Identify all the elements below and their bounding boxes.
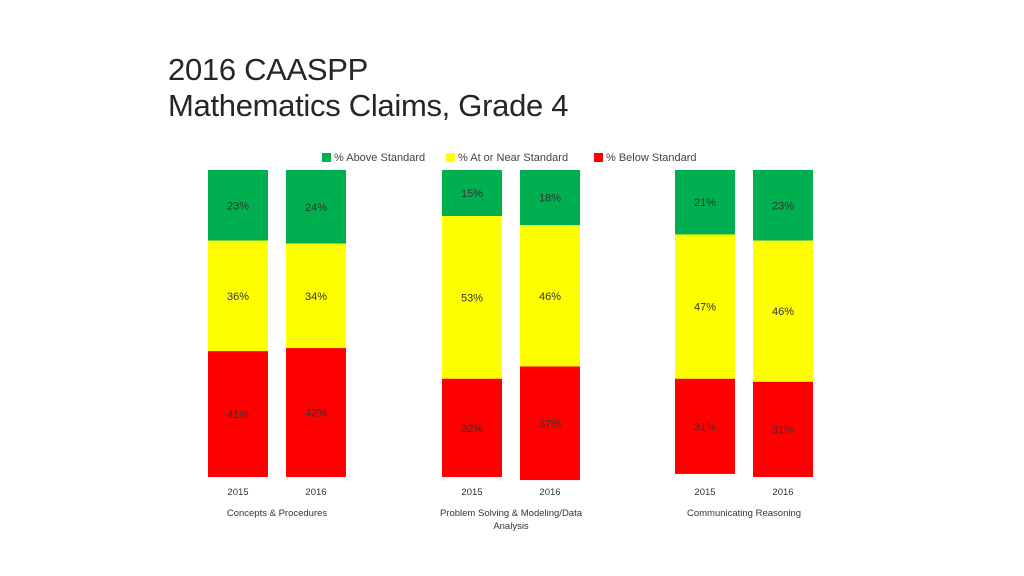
x-tick-label: 2015: [227, 487, 248, 498]
bar-segment-below: [442, 378, 502, 477]
data-label-above: 24%: [305, 202, 327, 214]
page-title: 2016 CAASPP Mathematics Claims, Grade 4: [168, 52, 569, 124]
bar-segment-near: [520, 225, 580, 367]
data-label-near: 53%: [461, 292, 483, 304]
bar-segment-near: [208, 240, 268, 352]
bar-segment-above: [208, 170, 268, 241]
x-tick-label: 2015: [694, 487, 715, 498]
data-label-near: 46%: [772, 306, 794, 318]
group-label: Problem Solving & Modeling/Data: [440, 508, 583, 519]
x-tick-label: 2016: [772, 487, 793, 498]
data-label-above: 18%: [539, 193, 561, 205]
legend-label-near: % At or Near Standard: [458, 152, 568, 164]
data-label-near: 34%: [305, 291, 327, 303]
group-label: Analysis: [493, 521, 529, 532]
bar-segment-below: [286, 348, 346, 477]
legend-label-below: % Below Standard: [606, 152, 697, 164]
group-label: Concepts & Procedures: [227, 508, 328, 519]
data-label-above: 15%: [461, 188, 483, 200]
legend-swatch-above: [322, 153, 331, 162]
data-label-below: 42%: [305, 408, 327, 420]
data-label-near: 46%: [539, 291, 561, 303]
bar-segment-near: [753, 240, 813, 382]
legend-label-above: % Above Standard: [334, 152, 425, 164]
x-tick-label: 2016: [539, 487, 560, 498]
bar-segment-above: [520, 170, 580, 226]
data-label-below: 37%: [539, 418, 561, 430]
bar-segment-below: [753, 381, 813, 477]
data-label-below: 32%: [461, 423, 483, 435]
data-label-near: 36%: [227, 291, 249, 303]
bar-segment-below: [520, 366, 580, 481]
data-label-above: 23%: [227, 200, 249, 212]
x-tick-label: 2016: [305, 487, 326, 498]
legend-swatch-near: [446, 153, 455, 162]
data-label-above: 23%: [772, 200, 794, 212]
bar-segment-below: [208, 351, 268, 477]
bar-segment-near: [442, 216, 502, 379]
title-line-2: Mathematics Claims, Grade 4: [168, 88, 569, 123]
data-label-below: 31%: [694, 421, 716, 433]
legend-swatch-below: [594, 153, 603, 162]
bar-segment-above: [675, 170, 735, 235]
bar-segment-near: [675, 234, 735, 379]
title-line-1: 2016 CAASPP: [168, 52, 369, 87]
data-label-below: 41%: [227, 409, 249, 421]
data-label-above: 21%: [694, 197, 716, 209]
bar-segment-above: [753, 170, 813, 241]
x-tick-label: 2015: [461, 487, 482, 498]
bar-segment-above: [442, 170, 502, 217]
data-label-near: 47%: [694, 302, 716, 314]
bar-segment-above: [286, 170, 346, 244]
group-label: Communicating Reasoning: [687, 508, 801, 519]
bar-segment-below: [675, 378, 735, 474]
data-label-below: 31%: [772, 424, 794, 436]
bar-segment-near: [286, 243, 346, 349]
